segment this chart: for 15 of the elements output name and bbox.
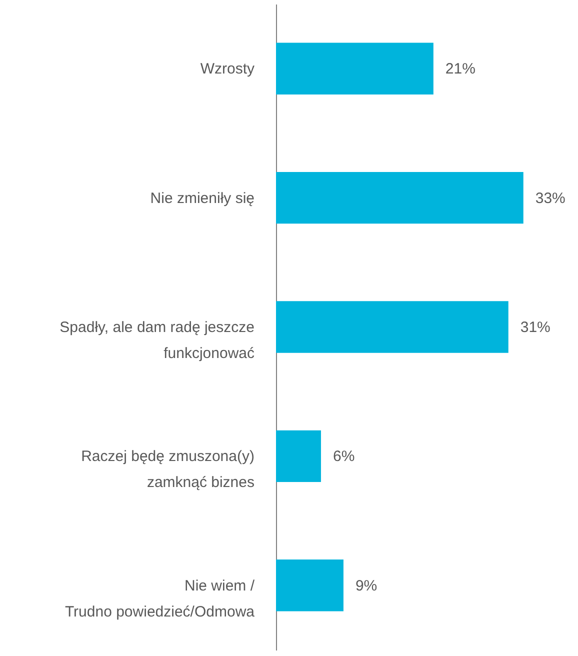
- bar: [276, 42, 434, 94]
- bar: [276, 430, 321, 482]
- data-label: 31%: [520, 319, 550, 336]
- data-label: 21%: [445, 60, 476, 78]
- y-tick-label: Raczej będę zmuszona(y) zamknąć biznes: [81, 448, 254, 492]
- bar: [276, 172, 524, 224]
- data-label: 9%: [355, 577, 378, 594]
- bar: [276, 301, 508, 353]
- y-tick-label: Spadły, ale dam radę jeszcze funkcjonować: [60, 319, 255, 362]
- data-label: 33%: [535, 190, 566, 207]
- y-tick-label: Nie wiem / Trudno powiedzieć/Odmowa: [64, 577, 256, 620]
- y-tick-label: Wzrosty: [200, 60, 255, 78]
- data-label: 6%: [332, 448, 355, 466]
- bar: [276, 560, 344, 612]
- y-tick-label: Nie zmieniły się: [150, 190, 254, 207]
